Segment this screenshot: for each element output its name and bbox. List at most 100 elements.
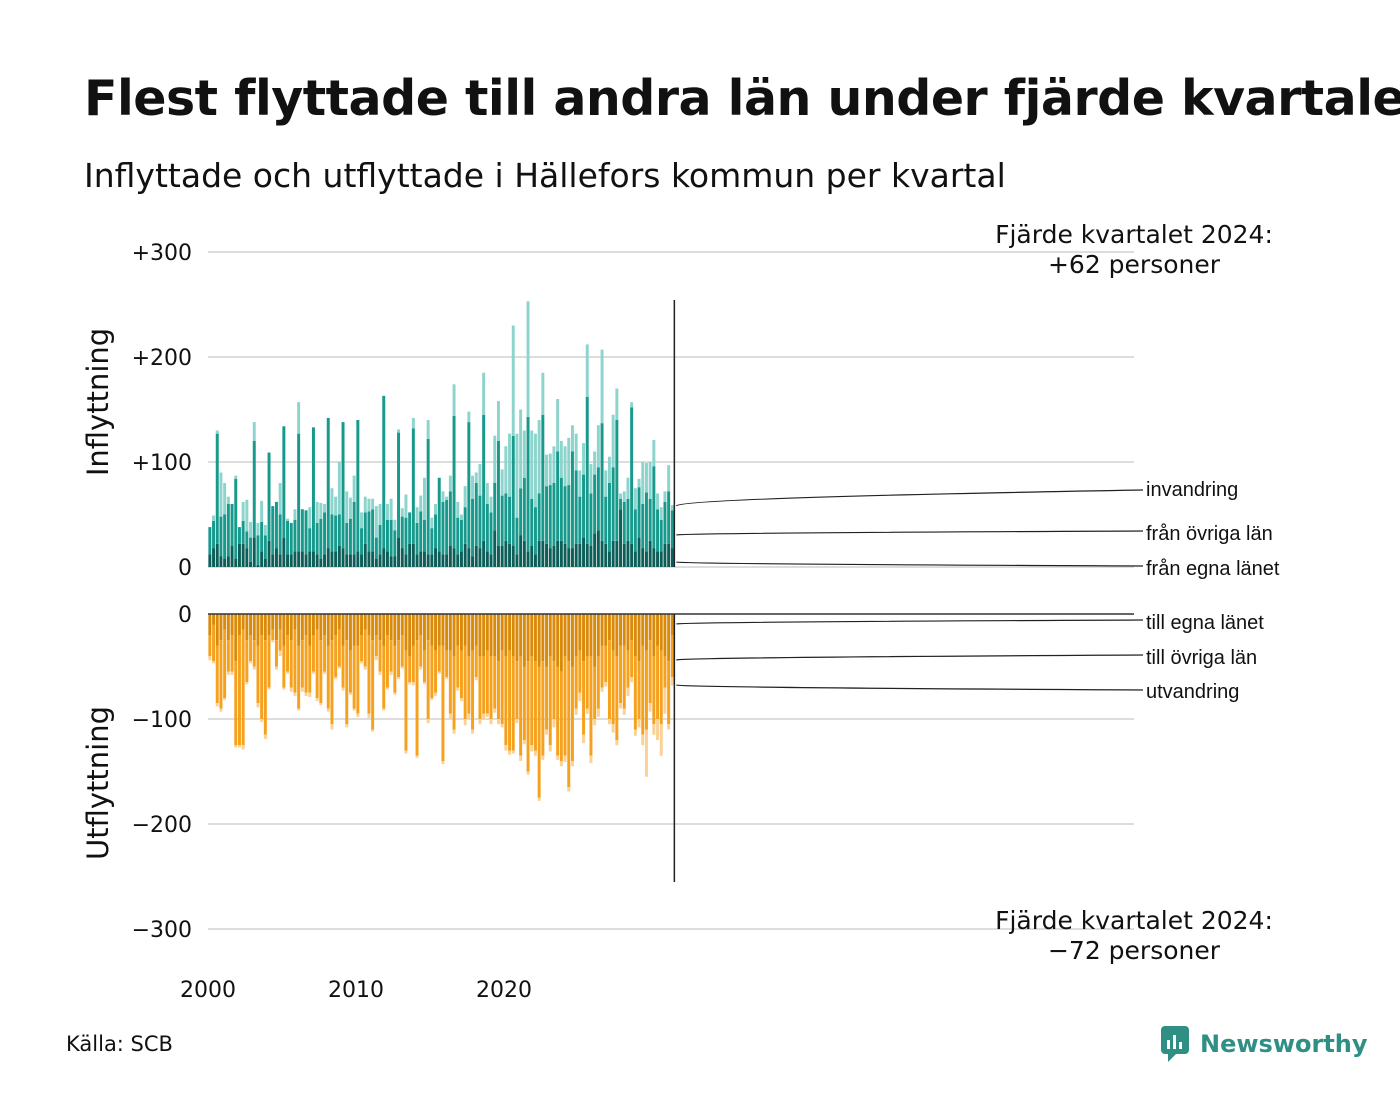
in-bar-ovriga [308,528,312,552]
out-bar-egna [578,614,582,651]
in-bar-invandring [626,477,630,499]
in-bar-ovriga [459,519,463,552]
out-bar-egna [485,614,489,651]
out-bar-utvandring [263,734,267,739]
in-bar-egna [411,543,415,567]
out-bar-ovriga [263,640,267,735]
out-bar-egna [411,614,415,646]
out-bar-ovriga [500,650,504,725]
in-bar-ovriga [419,511,423,552]
out-bar-egna [308,614,312,646]
in-bar-ovriga [389,519,393,557]
in-bar-egna [600,540,604,567]
out-bar-ovriga [515,661,519,719]
out-bar-utvandring [400,666,404,669]
in-bar-egna [508,543,512,567]
in-bar-invandring [574,433,578,471]
out-bar-egna [337,614,341,630]
in-bar-ovriga [212,520,216,549]
in-bar-invandring [530,430,534,499]
out-bar-egna [389,614,393,641]
out-bar-ovriga [308,645,312,693]
in-bar-invandring [511,325,515,436]
out-bar-utvandring [215,703,219,707]
in-bar-ovriga [356,420,360,552]
out-bar-ovriga [471,650,475,730]
out-bar-egna [619,614,623,646]
out-bar-ovriga [278,629,282,651]
out-bar-egna [530,614,534,656]
in-bar-invandring [585,344,589,397]
in-bar-egna [607,551,611,567]
in-bar-invandring [596,425,600,468]
in-bar-ovriga [286,520,290,555]
out-bar-ovriga [644,650,648,730]
out-bar-egna [600,614,604,646]
in-bar-invandring [670,505,674,511]
out-bar-ovriga [656,645,660,719]
out-bar-ovriga [607,640,611,719]
in-bar-ovriga [545,486,549,544]
in-bar-invandring [330,488,334,515]
out-bar-egna [263,614,267,641]
out-bar-ovriga [382,645,386,709]
series-label: invandring [1146,479,1238,501]
in-bar-egna [478,548,482,567]
in-bar-invandring [567,437,571,486]
bottom-annotation-line1: Fjärde kvartalet 2024: [995,906,1273,935]
out-bar-ovriga [434,650,438,693]
out-bar-egna [330,614,334,641]
out-bar-utvandring [448,713,452,719]
out-bar-egna [237,614,241,635]
out-bar-ovriga [659,650,663,725]
in-bar-invandring [393,519,397,531]
in-bar-egna [533,554,537,567]
out-bar-egna [545,614,549,667]
in-bar-invandring [378,504,382,525]
out-bar-utvandring [367,713,371,718]
out-bar-egna [533,614,537,662]
out-bar-egna [234,614,238,662]
in-bar-egna [360,554,364,567]
out-bar-ovriga [215,645,219,704]
out-bar-ovriga [459,650,463,698]
out-bar-ovriga [641,645,645,735]
in-bar-egna [215,543,219,567]
out-bar-egna [478,614,482,656]
out-bar-ovriga [341,645,345,688]
in-bar-invandring [622,491,626,502]
in-bar-ovriga [326,417,330,549]
in-bar-invandring [337,462,341,515]
out-bar-ovriga [522,666,526,740]
in-bar-invandring [256,522,260,536]
out-bar-utvandring [526,771,530,775]
in-bar-ovriga [600,423,604,541]
out-bar-egna [274,614,278,641]
in-bar-invandring [389,498,393,520]
in-bar-invandring [215,430,219,434]
out-bar-utvandring [289,687,293,692]
out-bar-ovriga [286,635,290,672]
out-bar-ovriga [404,650,408,751]
out-bar-ovriga [419,635,423,667]
in-bar-egna [504,540,508,567]
out-bar-ovriga [630,640,634,677]
out-bar-utvandring [522,740,526,745]
out-bar-ovriga [567,661,571,788]
out-bar-egna [574,614,578,656]
top-y-tick-label: +200 [132,346,192,371]
in-bar-egna [574,543,578,567]
in-bar-ovriga [215,433,219,544]
in-bar-ovriga [637,487,641,538]
out-bar-ovriga [234,661,238,746]
in-bar-ovriga [515,517,519,555]
in-bar-egna [485,551,489,567]
out-bar-egna [215,614,219,646]
out-bar-ovriga [223,629,227,698]
in-bar-egna [582,537,586,567]
in-bar-egna [604,543,608,567]
out-bar-utvandring [578,692,582,702]
in-bar-ovriga [537,493,541,541]
in-bar-ovriga [411,428,415,544]
top-y-tick-label: +300 [132,241,192,266]
